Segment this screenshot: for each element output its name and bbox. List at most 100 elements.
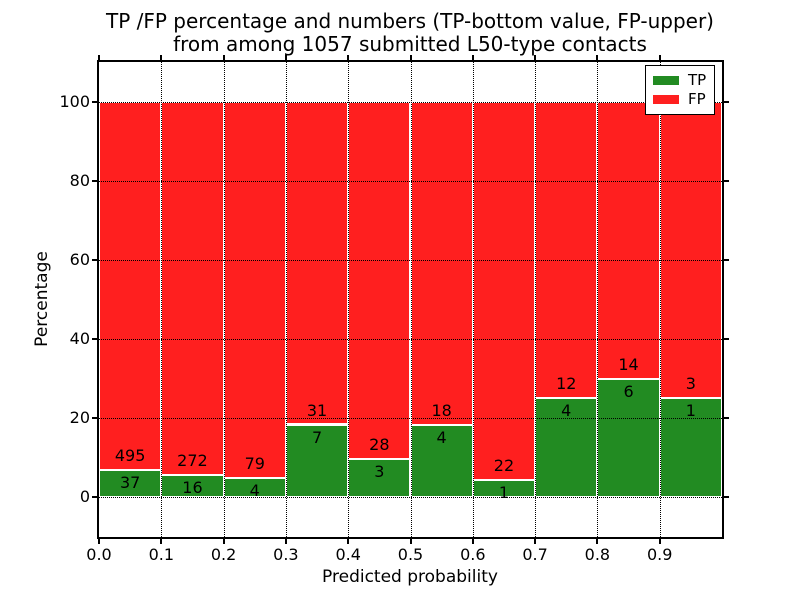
y-tick-right: [724, 100, 729, 103]
x-tick-label: 0.9: [646, 545, 673, 564]
x-tick-top: [409, 55, 412, 60]
tp-count-label: 7: [311, 427, 323, 447]
y-tick-right: [724, 417, 729, 420]
fp-count-label: 3: [685, 374, 696, 394]
x-tick-label: 0.0: [86, 545, 112, 564]
x-tick-bottom: [160, 539, 163, 544]
grid-line-vertical: [285, 62, 287, 537]
x-tick-label: 0.8: [584, 545, 611, 564]
chart-title-line1: TP /FP percentage and numbers (TP-bottom…: [106, 9, 714, 33]
legend-item-tp: TP: [653, 71, 707, 90]
x-tick-bottom: [347, 539, 350, 544]
x-tick-top: [284, 55, 287, 60]
grid-line-vertical: [535, 62, 537, 537]
tp-count-label: 6: [623, 381, 634, 401]
x-tick-label: 0.3: [273, 545, 299, 564]
grid-line-vertical: [348, 62, 350, 537]
x-tick-bottom: [534, 539, 537, 544]
y-tick-right: [724, 338, 729, 341]
bar-segment-fp: [659, 101, 722, 399]
bar-segment-tp: [659, 398, 722, 498]
x-tick-top: [596, 55, 599, 60]
tp-count-label: 4: [561, 401, 572, 421]
bar-segment-fp: [535, 101, 598, 399]
x-tick-bottom: [284, 539, 287, 544]
y-tick-left: [92, 179, 97, 182]
grid-line-vertical: [223, 62, 225, 537]
x-tick-label: 0.1: [148, 545, 175, 564]
bar-segment-fp: [99, 101, 162, 470]
bar-segment-fp: [472, 101, 536, 481]
bar-segment-tp: [285, 424, 349, 498]
x-tick-top: [658, 55, 661, 60]
bar-segment-fp: [223, 101, 286, 479]
x-tick-top: [98, 55, 100, 60]
y-tick-right: [724, 258, 729, 261]
x-tick-top: [534, 55, 537, 60]
x-tick-label: 0.5: [397, 545, 424, 564]
fp-count-label: 12: [556, 374, 577, 394]
y-tick-left: [92, 496, 97, 499]
fp-count-label: 22: [493, 456, 515, 476]
tp-count-label: 3: [374, 462, 385, 482]
bar-segment-fp: [161, 101, 224, 476]
x-tick-label: 0.2: [210, 545, 237, 564]
grid-line-vertical: [410, 62, 412, 537]
fp-count-label: 495: [114, 445, 146, 465]
tp-count-label: 16: [182, 478, 203, 498]
legend-swatch-fp: [653, 95, 679, 104]
fp-count-label: 28: [369, 435, 390, 455]
tp-count-label: 4: [436, 428, 447, 448]
y-tick-label: 60: [69, 249, 90, 269]
fp-count-label: 18: [431, 401, 452, 421]
y-tick-label: 0: [79, 487, 90, 507]
x-tick-label: 0.7: [522, 545, 548, 564]
tp-count-label: 1: [685, 401, 696, 421]
bar-segment-fp: [285, 101, 349, 425]
fp-count-label: 272: [177, 451, 208, 471]
legend-label-fp: FP: [688, 90, 706, 108]
x-axis-label: Predicted probability: [322, 567, 498, 587]
fp-count-label: 31: [306, 400, 328, 420]
grid-line-vertical: [659, 62, 661, 537]
tp-count-label: 4: [249, 481, 260, 501]
x-tick-bottom: [98, 539, 100, 544]
legend: TP FP: [645, 65, 715, 115]
y-tick-right: [724, 496, 729, 499]
bar-segment-fp: [410, 101, 473, 426]
y-tick-label: 80: [69, 170, 90, 190]
x-tick-top: [347, 55, 350, 60]
x-tick-bottom: [658, 539, 661, 544]
x-tick-top: [160, 55, 163, 60]
chart-title: TP /FP percentage and numbers (TP-bottom…: [106, 10, 714, 56]
plot-area: 495 37 272 16 79 4 31 7 28 3 18 4 22 1 12 4 14 6 3 1: [97, 60, 724, 539]
y-tick-left: [92, 100, 97, 103]
legend-swatch-tp: [653, 76, 679, 85]
bar-segment-fp: [348, 101, 411, 460]
y-tick-left: [92, 417, 97, 420]
legend-item-fp: FP: [653, 90, 707, 109]
chart-title-line2: from among 1057 submitted L50-type conta…: [173, 32, 647, 56]
grid-line-vertical: [597, 62, 599, 537]
x-tick-bottom: [222, 539, 225, 544]
grid-line-vertical: [161, 62, 163, 537]
fp-count-label: 79: [244, 454, 265, 474]
y-tick-left: [92, 338, 97, 341]
bar-segment-tp: [348, 459, 411, 498]
tp-count-label: 37: [119, 472, 141, 492]
y-tick-left: [92, 258, 97, 261]
x-tick-bottom: [409, 539, 412, 544]
tp-count-label: 1: [498, 483, 510, 503]
x-tick-label: 0.6: [460, 545, 486, 564]
legend-label-tp: TP: [688, 71, 707, 89]
grid-line-vertical: [472, 62, 474, 537]
x-tick-bottom: [471, 539, 474, 544]
fp-count-label: 14: [618, 354, 639, 374]
bar-segment-fp: [597, 101, 660, 379]
y-tick-label: 40: [69, 329, 90, 349]
y-tick-label: 20: [69, 408, 90, 428]
x-tick-bottom: [596, 539, 599, 544]
y-tick-label: 100: [59, 91, 90, 111]
bar-segment-tp: [99, 469, 162, 498]
